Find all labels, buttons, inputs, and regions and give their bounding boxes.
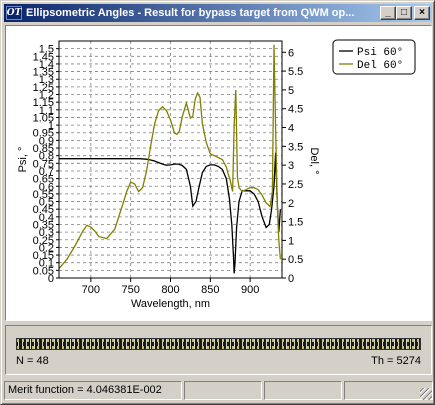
series-line-psi — [59, 152, 282, 274]
y-right-tick-label: 5.5 — [288, 66, 303, 78]
y-left-tick-label: 0.35 — [33, 219, 54, 231]
layer-structure-strip[interactable] — [16, 338, 421, 350]
x-tick-label: 850 — [201, 284, 219, 296]
x-axis-label: Wavelength, nm — [131, 298, 210, 310]
y-right-tick-label: 0 — [288, 273, 294, 285]
y-left-tick-label: 1.35 — [33, 67, 54, 79]
x-tick-label: 900 — [241, 284, 259, 296]
y-right-tick-label: 0.5 — [288, 254, 303, 266]
design-panel: N = 48 Th = 5274 — [5, 325, 432, 375]
y-left-tick-label: 1 — [48, 120, 54, 132]
y-left-tick-label: 1.5 — [39, 44, 54, 56]
status-bar: Merit function = 4.046381E-002 — [4, 381, 433, 401]
y-left-tick-label: 0 — [48, 273, 54, 285]
y-left-axis-label: Psi, ° — [17, 147, 29, 173]
title-bar[interactable]: OT Ellipsometric Angles - Result for byp… — [4, 4, 432, 22]
y-left-tick-label: 0.4 — [39, 212, 54, 224]
y-left-tick-label: 0.5 — [39, 197, 54, 209]
status-cell-4 — [344, 381, 433, 400]
status-cell-2 — [184, 381, 262, 400]
y-left-tick-label: 0.2 — [39, 242, 54, 254]
y-right-tick-label: 2 — [288, 198, 294, 210]
x-tick-label: 800 — [161, 284, 179, 296]
y-left-tick-label: 0.9 — [39, 135, 54, 147]
y-right-tick-label: 3 — [288, 160, 294, 172]
y-left-tick-label: 0.75 — [33, 158, 54, 170]
layer-count-label: N = 48 — [16, 355, 49, 367]
y-right-tick-label: 3.5 — [288, 141, 303, 153]
minimize-button[interactable]: _ — [380, 6, 396, 20]
status-cell-3 — [264, 381, 342, 400]
legend-box — [332, 39, 416, 75]
merit-function-status: Merit function = 4.046381E-002 — [4, 381, 182, 400]
y-left-tick-label: 0.3 — [39, 227, 54, 239]
legend-entry: Psi 60° — [357, 47, 403, 59]
y-left-tick-label: 0.15 — [33, 250, 54, 262]
y-left-tick-label: 0.45 — [33, 204, 54, 216]
resize-grip-icon[interactable] — [420, 388, 432, 400]
plot-frame — [58, 40, 283, 279]
y-right-tick-label: 1.5 — [288, 217, 303, 229]
y-right-tick-label: 4 — [288, 123, 294, 135]
window-title: Ellipsometric Angles - Result for bypass… — [26, 7, 355, 19]
y-left-tick-label: 0.55 — [33, 189, 54, 201]
app-icon[interactable]: OT — [6, 6, 22, 20]
y-right-tick-label: 5 — [288, 85, 294, 97]
y-left-tick-label: 1.15 — [33, 97, 54, 109]
y-left-tick-label: 1.2 — [39, 90, 54, 102]
y-right-tick-label: 1 — [288, 235, 294, 247]
y-left-tick-label: 0.1 — [39, 258, 54, 270]
y-left-tick-label: 0.95 — [33, 128, 54, 140]
y-right-tick-label: 4.5 — [288, 104, 303, 116]
x-tick-label: 700 — [82, 284, 100, 296]
y-left-tick-label: 0.7 — [39, 166, 54, 178]
thickness-label: Th = 5274 — [371, 355, 421, 367]
y-left-tick-label: 0.6 — [39, 181, 54, 193]
close-button[interactable]: × — [414, 6, 430, 20]
y-left-tick-label: 1.05 — [33, 112, 54, 124]
y-left-tick-label: 1.45 — [33, 51, 54, 63]
x-tick-label: 750 — [121, 284, 139, 296]
y-left-tick-label: 0.25 — [33, 235, 54, 247]
y-left-tick-label: 1.4 — [39, 59, 54, 71]
series-line-del — [58, 44, 282, 270]
y-right-tick-label: 2.5 — [288, 179, 303, 191]
y-left-tick-label: 0.8 — [39, 151, 54, 163]
y-left-tick-label: 0.05 — [33, 265, 54, 277]
y-right-axis-label: Del, ° — [308, 147, 320, 174]
y-left-tick-label: 0.85 — [33, 143, 54, 155]
chart-area: 0 0.05 0.1 0.15 0.2 0.25 0.3 0.35 0.4 0.45 0.5 0.55… — [5, 25, 432, 321]
y-left-tick-label: 1.3 — [39, 74, 54, 86]
y-right-tick-label: 6 — [288, 47, 294, 59]
y-left-tick-label: 0.65 — [33, 174, 54, 186]
y-left-tick-label: 1.25 — [33, 82, 54, 94]
plot-background — [59, 41, 282, 278]
maximize-button[interactable]: □ — [396, 6, 412, 20]
y-left-tick-label: 1.1 — [39, 105, 54, 117]
legend-entry: Del 60° — [357, 60, 403, 72]
ellipsometric-chart: 00.050.10.150.20.250.30.350.40.450.50.55… — [17, 39, 416, 310]
